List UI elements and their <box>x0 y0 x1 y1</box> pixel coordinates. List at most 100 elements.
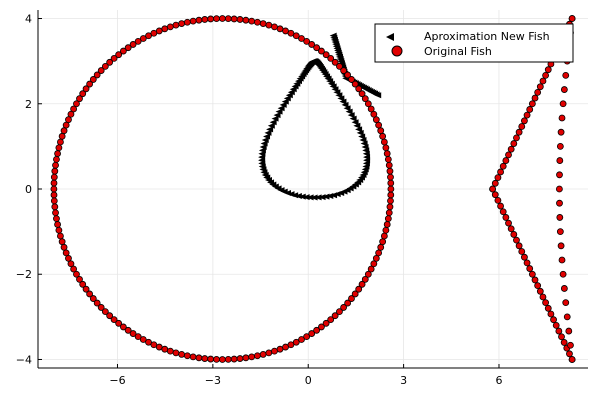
legend-label-approx: Aproximation New Fish <box>424 30 550 43</box>
original-point <box>52 161 59 169</box>
approx-point <box>341 101 349 108</box>
original-point <box>110 55 118 62</box>
original-point <box>327 316 335 323</box>
original-point <box>560 339 568 346</box>
original-point <box>86 290 94 298</box>
original-point <box>298 35 305 42</box>
original-point <box>248 353 256 361</box>
original-point <box>534 282 542 290</box>
original-point <box>201 355 209 362</box>
original-point <box>50 191 58 199</box>
original-point <box>568 15 576 22</box>
legend-box <box>374 23 574 63</box>
original-point <box>382 144 390 152</box>
original-point <box>134 333 142 341</box>
original-point <box>161 345 169 353</box>
approx-point <box>289 86 297 93</box>
original-point <box>491 191 499 199</box>
legend-marker-original <box>391 45 403 57</box>
original-point <box>558 333 565 341</box>
original-point <box>327 55 335 62</box>
original-point <box>557 242 565 250</box>
original-point <box>502 157 510 164</box>
original-point <box>50 173 58 181</box>
original-point <box>526 265 534 272</box>
original-point <box>382 226 390 234</box>
approx-point <box>293 80 301 87</box>
approx-point <box>337 95 345 102</box>
original-point <box>54 150 61 157</box>
original-point <box>271 347 278 355</box>
original-point <box>562 299 570 307</box>
tick-labels: −6 −3 0 3 6 −4 −2 0 2 4 <box>16 13 503 387</box>
original-point <box>292 32 300 40</box>
original-point <box>497 202 504 210</box>
original-point <box>54 221 61 228</box>
original-point <box>218 356 226 363</box>
original-point <box>183 18 191 26</box>
original-point <box>224 355 232 363</box>
original-point <box>344 299 352 307</box>
original-point <box>566 350 573 358</box>
approx-point <box>277 105 285 112</box>
original-point <box>101 62 109 70</box>
original-point <box>526 106 534 113</box>
original-point <box>110 316 118 323</box>
approx-point <box>326 193 334 200</box>
approx-point <box>333 89 341 96</box>
original-point <box>556 214 564 221</box>
approx-point <box>291 192 299 199</box>
original-point <box>536 287 544 295</box>
approx-point <box>273 112 281 119</box>
original-point <box>384 215 392 223</box>
original-point <box>528 100 536 108</box>
original-point <box>370 110 378 118</box>
original-point <box>60 243 68 251</box>
original-point <box>539 77 547 85</box>
original-point <box>387 185 395 193</box>
original-point <box>242 354 250 362</box>
y-tick-label: −4 <box>16 353 32 366</box>
approx-point <box>331 86 339 93</box>
original-point <box>344 71 352 79</box>
approx-point <box>306 194 314 201</box>
original-point <box>292 338 300 346</box>
original-point <box>93 71 101 79</box>
original-point <box>515 242 523 250</box>
original-point <box>518 248 526 255</box>
original-point <box>62 121 70 129</box>
original-point <box>555 327 563 335</box>
approx-point <box>279 101 287 108</box>
original-point <box>331 58 339 66</box>
original-point <box>106 312 114 320</box>
y-tick-label: −2 <box>16 268 32 281</box>
original-point <box>562 71 570 79</box>
original-point <box>556 157 564 164</box>
original-point <box>379 132 387 140</box>
original-point <box>318 323 325 331</box>
original-point <box>230 355 238 363</box>
original-point <box>236 16 244 23</box>
original-point <box>265 349 273 357</box>
original-point <box>106 58 114 66</box>
original-point <box>531 94 539 102</box>
legend-label-original: Original Fish <box>424 45 492 58</box>
original-point <box>387 173 394 181</box>
original-point <box>51 203 59 211</box>
original-point <box>544 66 552 74</box>
approx-point <box>322 193 330 200</box>
original-point <box>254 18 261 26</box>
original-point <box>547 310 555 318</box>
approx-point <box>291 83 299 90</box>
original-point <box>276 25 284 33</box>
approx-point <box>347 112 355 119</box>
original-point <box>195 16 203 24</box>
original-point <box>556 228 564 236</box>
original-point <box>207 15 215 23</box>
approx-point <box>275 108 283 115</box>
original-point <box>178 351 186 358</box>
original-point <box>387 179 395 187</box>
original-point <box>189 17 197 25</box>
original-point <box>355 85 363 93</box>
